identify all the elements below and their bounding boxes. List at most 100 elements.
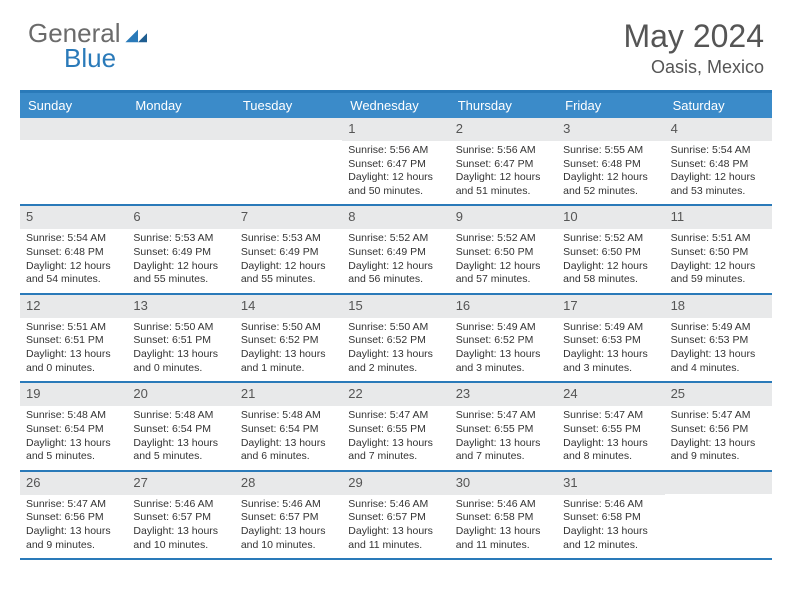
sunrise-line: Sunrise: 5:46 AM [133,498,228,512]
title-block: May 2024 Oasis, Mexico [623,18,764,78]
sunrise-line: Sunrise: 5:49 AM [671,321,766,335]
calendar-cell: 15Sunrise: 5:50 AMSunset: 6:52 PMDayligh… [342,295,449,381]
calendar-cell: 18Sunrise: 5:49 AMSunset: 6:53 PMDayligh… [665,295,772,381]
day-number: 12 [20,295,127,318]
day-number: 31 [557,472,664,495]
cell-body: Sunrise: 5:46 AMSunset: 6:57 PMDaylight:… [342,495,449,559]
calendar-cell: 13Sunrise: 5:50 AMSunset: 6:51 PMDayligh… [127,295,234,381]
day-number: 1 [342,118,449,141]
daylight-line: Daylight: 13 hours and 2 minutes. [348,348,443,375]
daylight-line: Daylight: 12 hours and 58 minutes. [563,260,658,287]
sunrise-line: Sunrise: 5:56 AM [456,144,551,158]
day-number: 18 [665,295,772,318]
calendar-cell: 5Sunrise: 5:54 AMSunset: 6:48 PMDaylight… [20,206,127,292]
day-number: 15 [342,295,449,318]
day-number [20,118,127,140]
day-header-friday: Friday [557,93,664,118]
cell-body: Sunrise: 5:47 AMSunset: 6:55 PMDaylight:… [450,406,557,470]
day-number: 22 [342,383,449,406]
sunrise-line: Sunrise: 5:52 AM [563,232,658,246]
sunset-line: Sunset: 6:53 PM [671,334,766,348]
sunset-line: Sunset: 6:55 PM [456,423,551,437]
daylight-line: Daylight: 12 hours and 57 minutes. [456,260,551,287]
sunset-line: Sunset: 6:50 PM [456,246,551,260]
week-row: 5Sunrise: 5:54 AMSunset: 6:48 PMDaylight… [20,206,772,294]
location-text: Oasis, Mexico [623,57,764,78]
sunset-line: Sunset: 6:49 PM [348,246,443,260]
calendar-cell: 10Sunrise: 5:52 AMSunset: 6:50 PMDayligh… [557,206,664,292]
daylight-line: Daylight: 12 hours and 54 minutes. [26,260,121,287]
day-number: 20 [127,383,234,406]
cell-body: Sunrise: 5:52 AMSunset: 6:50 PMDaylight:… [450,229,557,293]
calendar-cell: 12Sunrise: 5:51 AMSunset: 6:51 PMDayligh… [20,295,127,381]
cell-body: Sunrise: 5:46 AMSunset: 6:57 PMDaylight:… [235,495,342,559]
sunset-line: Sunset: 6:54 PM [133,423,228,437]
cell-body: Sunrise: 5:51 AMSunset: 6:51 PMDaylight:… [20,318,127,382]
day-number: 2 [450,118,557,141]
calendar-cell: 3Sunrise: 5:55 AMSunset: 6:48 PMDaylight… [557,118,664,204]
daylight-line: Daylight: 12 hours and 56 minutes. [348,260,443,287]
calendar-cell: 24Sunrise: 5:47 AMSunset: 6:55 PMDayligh… [557,383,664,469]
daylight-line: Daylight: 13 hours and 10 minutes. [241,525,336,552]
sunset-line: Sunset: 6:48 PM [563,158,658,172]
sunrise-line: Sunrise: 5:53 AM [241,232,336,246]
cell-body: Sunrise: 5:52 AMSunset: 6:49 PMDaylight:… [342,229,449,293]
daylight-line: Daylight: 12 hours and 53 minutes. [671,171,766,198]
day-number: 25 [665,383,772,406]
day-number: 14 [235,295,342,318]
cell-body: Sunrise: 5:56 AMSunset: 6:47 PMDaylight:… [450,141,557,205]
daylight-line: Daylight: 12 hours and 50 minutes. [348,171,443,198]
calendar-cell: 7Sunrise: 5:53 AMSunset: 6:49 PMDaylight… [235,206,342,292]
day-number: 23 [450,383,557,406]
page-title: May 2024 [623,18,764,55]
sunrise-line: Sunrise: 5:52 AM [456,232,551,246]
sunrise-line: Sunrise: 5:46 AM [241,498,336,512]
day-number: 8 [342,206,449,229]
day-number [127,118,234,140]
day-number: 10 [557,206,664,229]
daylight-line: Daylight: 13 hours and 11 minutes. [348,525,443,552]
sunrise-line: Sunrise: 5:47 AM [26,498,121,512]
daylight-line: Daylight: 13 hours and 8 minutes. [563,437,658,464]
sunrise-line: Sunrise: 5:50 AM [348,321,443,335]
cell-body: Sunrise: 5:48 AMSunset: 6:54 PMDaylight:… [235,406,342,470]
sunset-line: Sunset: 6:52 PM [456,334,551,348]
day-header-sunday: Sunday [20,93,127,118]
calendar-cell: 14Sunrise: 5:50 AMSunset: 6:52 PMDayligh… [235,295,342,381]
day-number [665,472,772,494]
cell-body: Sunrise: 5:51 AMSunset: 6:50 PMDaylight:… [665,229,772,293]
day-number: 19 [20,383,127,406]
cell-body: Sunrise: 5:49 AMSunset: 6:53 PMDaylight:… [665,318,772,382]
cell-body: Sunrise: 5:46 AMSunset: 6:58 PMDaylight:… [450,495,557,559]
calendar-cell: 9Sunrise: 5:52 AMSunset: 6:50 PMDaylight… [450,206,557,292]
calendar-cell: 25Sunrise: 5:47 AMSunset: 6:56 PMDayligh… [665,383,772,469]
calendar-cell: 16Sunrise: 5:49 AMSunset: 6:52 PMDayligh… [450,295,557,381]
calendar-cell: 19Sunrise: 5:48 AMSunset: 6:54 PMDayligh… [20,383,127,469]
daylight-line: Daylight: 13 hours and 3 minutes. [563,348,658,375]
day-number: 3 [557,118,664,141]
sunset-line: Sunset: 6:55 PM [348,423,443,437]
calendar: SundayMondayTuesdayWednesdayThursdayFrid… [20,90,772,560]
day-header-saturday: Saturday [665,93,772,118]
cell-body: Sunrise: 5:46 AMSunset: 6:57 PMDaylight:… [127,495,234,559]
calendar-cell [127,118,234,204]
cell-body: Sunrise: 5:56 AMSunset: 6:47 PMDaylight:… [342,141,449,205]
daylight-line: Daylight: 12 hours and 59 minutes. [671,260,766,287]
cell-body: Sunrise: 5:52 AMSunset: 6:50 PMDaylight:… [557,229,664,293]
daylight-line: Daylight: 13 hours and 9 minutes. [671,437,766,464]
sunrise-line: Sunrise: 5:47 AM [456,409,551,423]
sunrise-line: Sunrise: 5:54 AM [26,232,121,246]
sunrise-line: Sunrise: 5:48 AM [26,409,121,423]
cell-body: Sunrise: 5:55 AMSunset: 6:48 PMDaylight:… [557,141,664,205]
sunrise-line: Sunrise: 5:46 AM [456,498,551,512]
day-number: 26 [20,472,127,495]
cell-body: Sunrise: 5:54 AMSunset: 6:48 PMDaylight:… [20,229,127,293]
sunrise-line: Sunrise: 5:55 AM [563,144,658,158]
daylight-line: Daylight: 13 hours and 0 minutes. [133,348,228,375]
calendar-cell [20,118,127,204]
sunrise-line: Sunrise: 5:47 AM [348,409,443,423]
sunset-line: Sunset: 6:57 PM [241,511,336,525]
sunset-line: Sunset: 6:51 PM [26,334,121,348]
sunset-line: Sunset: 6:53 PM [563,334,658,348]
cell-body: Sunrise: 5:53 AMSunset: 6:49 PMDaylight:… [127,229,234,293]
